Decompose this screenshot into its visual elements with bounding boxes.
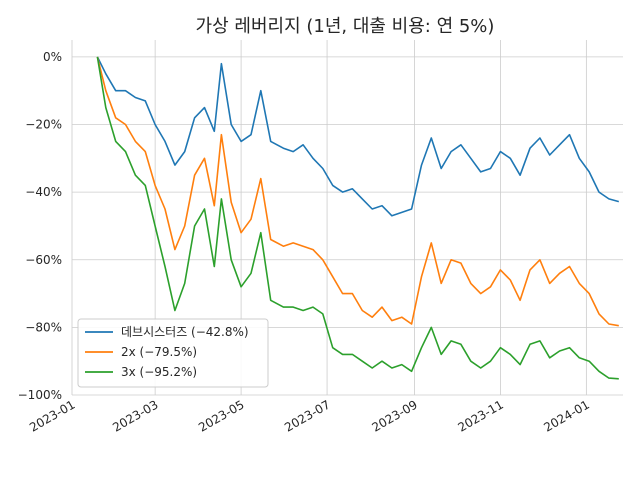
y-tick-label: −40%: [25, 185, 62, 199]
legend-label: 2x (−79.5%): [121, 345, 197, 359]
x-tick-label: 2024-01: [541, 397, 591, 434]
x-tick-label: 2023-01: [27, 397, 77, 434]
y-axis: 0% −20% −40% −60% −80% −100%: [18, 50, 62, 402]
x-tick-label: 2023-11: [455, 397, 505, 434]
legend-label: 3x (−95.2%): [121, 365, 197, 379]
y-tick-label: −100%: [18, 388, 62, 402]
y-tick-label: −60%: [25, 253, 62, 267]
grid-lines: [71, 40, 623, 396]
series-layer: [96, 56, 620, 380]
x-tick-label: 2023-05: [196, 397, 246, 434]
x-tick-label: 2023-07: [282, 397, 332, 434]
series-line-2: [96, 56, 619, 327]
y-tick-label: −20%: [25, 118, 62, 132]
y-tick-label: 0%: [43, 50, 62, 64]
legend-label: 데브시스터즈 (−42.8%): [121, 325, 249, 339]
x-axis: 2023-01 2023-03 2023-05 2023-07 2023-09 2023-…: [27, 397, 592, 434]
series-line-1: [96, 56, 620, 217]
x-tick-label: 2023-03: [110, 397, 160, 434]
y-tick-label: −80%: [25, 320, 62, 334]
x-tick-label: 2023-09: [370, 397, 420, 434]
chart-title: 가상 레버리지 (1년, 대출 비용: 연 5%): [196, 16, 495, 37]
legend: 데브시스터즈 (−42.8%) 2x (−79.5%) 3x (−95.2%): [77, 318, 269, 388]
legend-box: [77, 318, 269, 388]
series-line-3: [96, 56, 619, 380]
